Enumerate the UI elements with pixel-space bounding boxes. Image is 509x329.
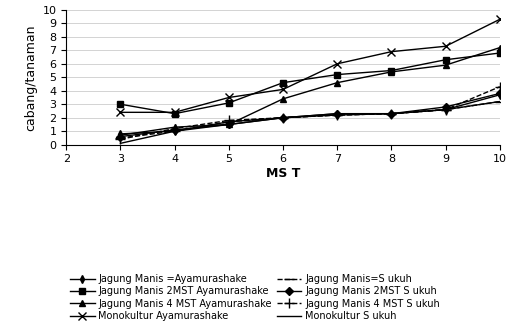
Legend: Jagung Manis =Ayamurashake, Jagung Manis 2MST Ayamurashake, Jagung Manis 4 MST A: Jagung Manis =Ayamurashake, Jagung Manis… (67, 271, 442, 324)
Y-axis label: cabang/tanaman: cabang/tanaman (24, 24, 37, 131)
X-axis label: MS T: MS T (265, 167, 300, 180)
